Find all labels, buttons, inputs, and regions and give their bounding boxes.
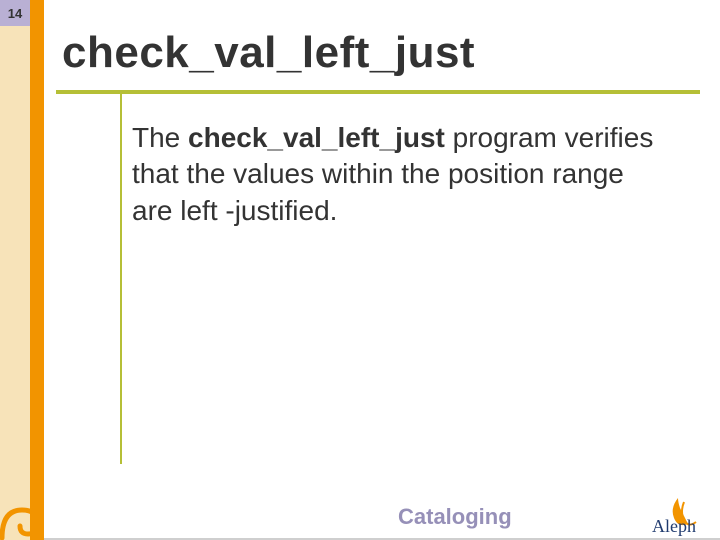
body-pre: The	[132, 122, 188, 153]
footer-label: Cataloging	[398, 504, 512, 530]
page-number: 14	[8, 6, 22, 21]
left-strip-light	[0, 26, 30, 540]
aleph-logo: Aleph	[650, 494, 714, 536]
corner-swirl-icon	[0, 480, 50, 540]
slide-title: check_val_left_just	[62, 28, 475, 78]
body-bold: check_val_left_just	[188, 122, 445, 153]
vertical-accent-line	[120, 94, 122, 464]
title-underline	[56, 90, 700, 94]
logo-text: Aleph	[652, 516, 696, 536]
page-number-box: 14	[0, 0, 30, 26]
body-text: The check_val_left_just program verifies…	[132, 120, 672, 229]
left-strip-orange	[30, 0, 44, 540]
